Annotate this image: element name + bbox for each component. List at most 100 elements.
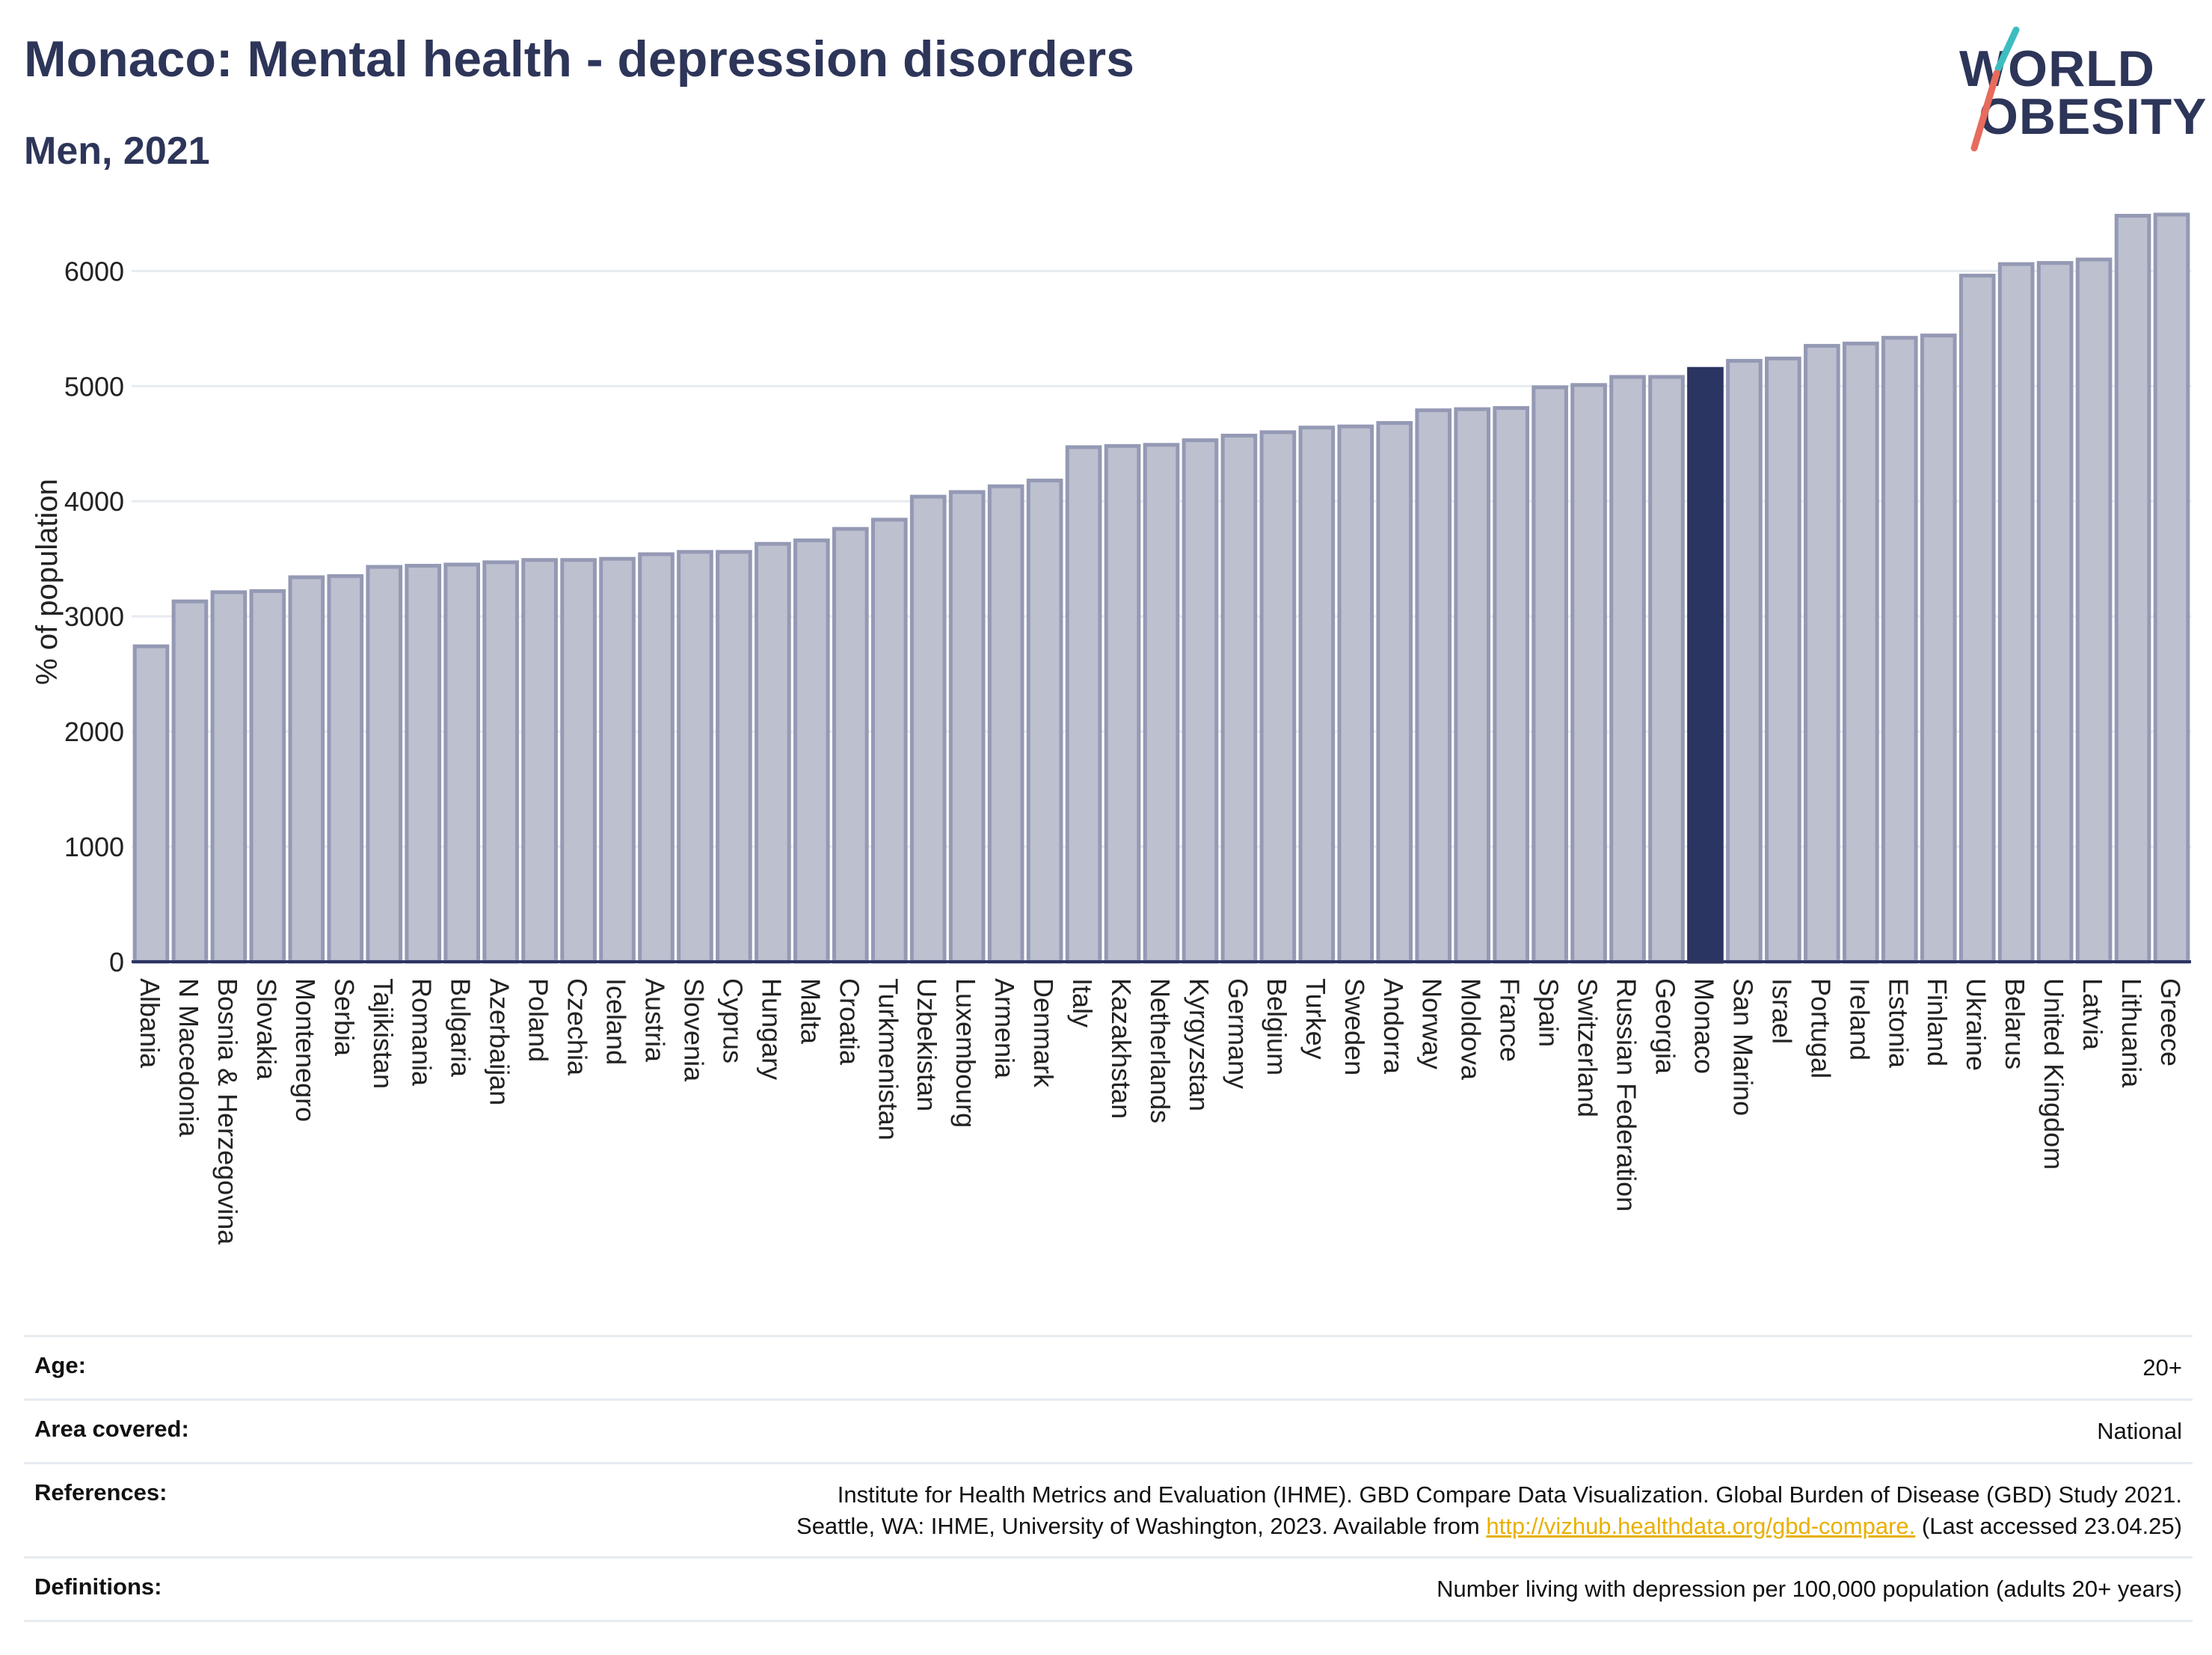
- x-tick-label: Armenia: [989, 978, 1020, 1079]
- x-tick-label: San Marino: [1727, 978, 1758, 1116]
- bar-bulgaria: [443, 562, 481, 964]
- references-line2-pre: Seattle, WA: IHME, University of Washing…: [796, 1512, 1480, 1539]
- x-tick-label: Tajikistan: [368, 978, 399, 1089]
- age-label: Age:: [24, 1335, 344, 1400]
- x-tick-label: Belgium: [1262, 978, 1292, 1075]
- x-tick-label: Hungary: [756, 978, 787, 1080]
- x-tick-label: Austria: [639, 978, 670, 1063]
- bar-poland: [521, 558, 558, 964]
- references-label: References:: [24, 1461, 344, 1558]
- x-tick-label: Russian Federation: [1612, 978, 1642, 1212]
- x-tick-label: Malta: [795, 978, 826, 1045]
- x-tick-label: Bulgaria: [446, 978, 476, 1078]
- bar-estonia: [1881, 336, 1918, 964]
- bar-slovakia: [249, 589, 286, 964]
- x-tick-label: Albania: [135, 978, 165, 1069]
- definitions-label: Definitions:: [24, 1556, 344, 1623]
- bar-monaco: [1687, 366, 1724, 964]
- age-value: 20+: [344, 1335, 2193, 1400]
- y-tick-label: 1000: [64, 832, 124, 862]
- area-label: Area covered:: [24, 1398, 344, 1464]
- area-value: National: [344, 1398, 2193, 1464]
- x-tick-label: Switzerland: [1573, 978, 1603, 1117]
- x-tick-label: Finland: [1922, 978, 1953, 1066]
- bar-armenia: [987, 484, 1024, 964]
- info-table: Age: 20+ Area covered: National Referenc…: [24, 1335, 2193, 1623]
- bar-luxembourg: [948, 490, 986, 964]
- references-link[interactable]: http://vizhub.healthdata.org/gbd-compare…: [1486, 1512, 1916, 1539]
- bar-germany: [1220, 433, 1258, 964]
- logo-slash-icon: [1970, 26, 2020, 152]
- info-row-age: Age: 20+: [24, 1335, 2193, 1400]
- bar-sweden: [1337, 424, 1374, 964]
- x-tick-label: Denmark: [1028, 978, 1059, 1088]
- bar-portugal: [1804, 343, 1840, 964]
- y-axis-ticks: 0 1000 2000 3000 4000 5000 6000: [64, 256, 124, 977]
- x-tick-label: Croatia: [834, 978, 864, 1066]
- bar-kyrgyzstan: [1182, 438, 1219, 964]
- x-tick-label: Luxembourg: [950, 978, 981, 1128]
- chart-subtitle: Men, 2021: [24, 129, 210, 173]
- bar-malta: [793, 538, 830, 964]
- bar-albania: [132, 644, 170, 964]
- bar-belgium: [1259, 430, 1297, 964]
- y-tick-label: 5000: [64, 371, 124, 402]
- bar-georgia: [1648, 375, 1685, 964]
- bar-austria: [638, 552, 675, 964]
- bar-serbia: [327, 574, 364, 964]
- x-tick-label: Estonia: [1883, 978, 1914, 1069]
- logo-word-obesity: OBESITY: [1979, 88, 2208, 145]
- bar-iceland: [599, 556, 636, 964]
- bars: [132, 212, 2190, 964]
- x-tick-label: Latvia: [2077, 978, 2108, 1051]
- bar-san-marino: [1726, 358, 1763, 964]
- x-tick-label: Ireland: [1844, 978, 1875, 1060]
- bar-slovenia: [677, 550, 713, 964]
- bar-finland: [1920, 334, 1957, 964]
- bar-kazakhstan: [1104, 443, 1141, 964]
- x-tick-label: France: [1495, 978, 1526, 1062]
- bar-n-macedonia: [171, 599, 209, 964]
- bar-switzerland: [1570, 383, 1607, 964]
- bar-netherlands: [1143, 443, 1180, 964]
- bar-denmark: [1026, 479, 1063, 964]
- x-tick-label: Ukraine: [1961, 978, 1991, 1071]
- x-tick-label: Georgia: [1650, 978, 1681, 1075]
- x-tick-label: Bosnia & Herzegovina: [212, 978, 243, 1245]
- bar-montenegro: [288, 575, 325, 964]
- x-tick-label: Serbia: [329, 978, 360, 1057]
- bar-norway: [1415, 408, 1452, 964]
- x-tick-label: Sweden: [1339, 978, 1370, 1075]
- bar-france: [1493, 406, 1529, 964]
- y-tick-label: 2000: [64, 716, 124, 747]
- references-value: Institute for Health Metrics and Evaluat…: [344, 1461, 2193, 1558]
- bar-russian-federation: [1609, 375, 1646, 964]
- x-tick-label: Spain: [1534, 978, 1564, 1047]
- x-tick-label: Germany: [1223, 978, 1253, 1089]
- bar-turkey: [1298, 426, 1336, 964]
- x-tick-label: Belarus: [2000, 978, 2030, 1069]
- bar-chart: 0 1000 2000 3000 4000 5000 6000 % of populatio…: [31, 212, 2191, 1245]
- references-line2-post: (Last accessed 23.04.25): [1921, 1512, 2182, 1539]
- x-tick-label: Monaco: [1689, 978, 1719, 1074]
- x-tick-label: Norway: [1417, 978, 1448, 1069]
- bar-lithuania: [2114, 213, 2151, 964]
- x-tick-label: Uzbekistan: [912, 978, 942, 1111]
- x-tick-label: Andorra: [1378, 978, 1409, 1075]
- world-obesity-logo: WORLD OBESITY: [1944, 22, 2207, 157]
- x-tick-label: Lithuania: [2116, 978, 2147, 1088]
- x-tick-label: Greece: [2155, 978, 2186, 1066]
- info-row-definitions: Definitions: Number living with depressi…: [24, 1556, 2193, 1623]
- x-tick-label: Netherlands: [1145, 978, 1176, 1123]
- bar-united-kingdom: [2036, 261, 2074, 964]
- x-tick-label: Poland: [523, 978, 554, 1062]
- x-tick-label: Turkey: [1300, 978, 1331, 1060]
- bar-cyprus: [716, 550, 752, 964]
- bar-czechia: [560, 558, 597, 964]
- x-tick-label: Portugal: [1805, 978, 1836, 1078]
- bar-greece: [2153, 212, 2190, 964]
- bar-moldova: [1454, 407, 1491, 964]
- x-tick-label: Azerbaijan: [485, 978, 515, 1105]
- x-axis-tick-labels: Albania N Macedonia Bosnia & Herzegovina Sl…: [135, 978, 2186, 1245]
- bar-belarus: [1997, 262, 2035, 964]
